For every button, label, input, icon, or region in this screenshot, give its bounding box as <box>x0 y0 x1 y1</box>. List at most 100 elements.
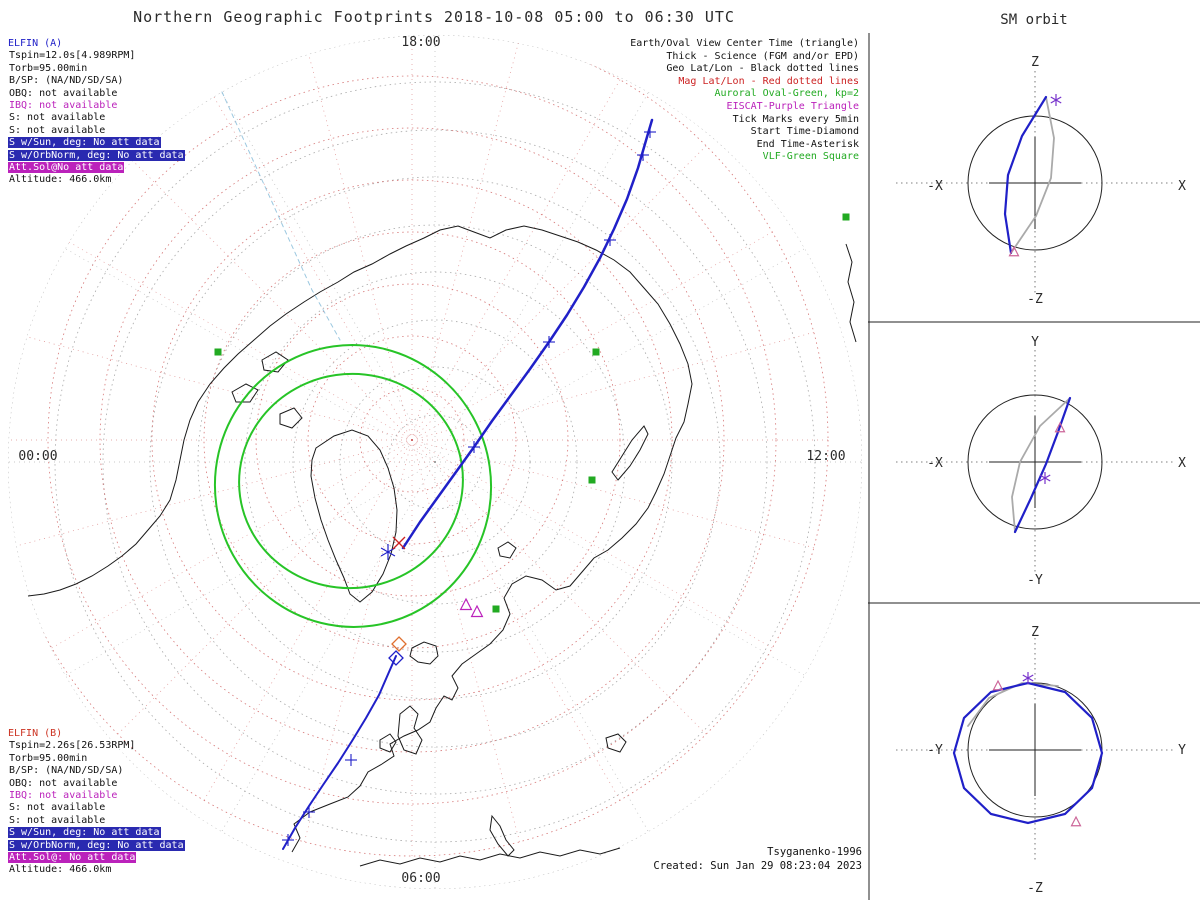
text-line: Tspin=2.26s[26.53RPM] <box>9 740 136 752</box>
coastline-arctic-ring <box>27 225 693 853</box>
triangle-marker <box>470 604 484 618</box>
created-timestamp: Created: Sun Jan 29 08:23:04 2023 <box>653 859 862 872</box>
square-marker <box>492 605 500 613</box>
orbit-farside <box>1011 397 1071 533</box>
mlt-clock-labels: 18:00 00:00 12:00 06:00 <box>18 35 845 886</box>
auroral-oval <box>213 344 493 628</box>
text-line: S: not available <box>9 112 106 124</box>
elfin-b-rows: Tspin=2.26s[26.53RPM] Torb=95.00min B/SP: … <box>8 740 185 876</box>
text-line: Torb=95.00min <box>9 752 88 764</box>
auroral-oval-ring <box>238 372 464 590</box>
square-marker <box>214 348 222 356</box>
tick-mark <box>637 149 649 161</box>
coastline-north-africa <box>359 847 621 867</box>
asterisk-marker <box>1050 94 1062 106</box>
coastline-svalbard <box>497 541 517 559</box>
tick-mark <box>303 806 315 818</box>
triangle-marker <box>1070 815 1082 827</box>
footer: Tsyganenko-1996 Created: Sun Jan 29 08:2… <box>578 846 862 873</box>
orbit-farside <box>1010 96 1055 254</box>
sm-orbit-panel-xz <box>896 71 1174 295</box>
coastline-iceland <box>409 641 439 665</box>
axis-label-p2-left: -X <box>927 456 943 471</box>
auroral-oval-ring <box>213 344 493 628</box>
clock-label: 12:00 <box>806 449 845 464</box>
triangle-marker <box>1008 245 1020 257</box>
text-line: Att.Sol@No att data <box>8 162 125 174</box>
text-line: OBQ: not available <box>9 87 118 99</box>
axis-label-p2-top: Y <box>1031 335 1039 350</box>
text-line: S: not available <box>9 814 106 826</box>
orbit-segment-dashed <box>221 91 341 341</box>
text-line: Mag Lat/Lon - Red dotted lines <box>678 75 859 87</box>
axis-label-p1-top: Z <box>1031 55 1039 70</box>
text-line: IBQ: not available <box>9 790 118 802</box>
asterisk-marker <box>1039 472 1051 484</box>
square-marker <box>592 348 600 356</box>
plot-title: Northern Geographic Footprints 2018-10-0… <box>133 8 735 26</box>
square-marker <box>842 213 850 221</box>
text-line: Tspin=12.0s[4.989RPM] <box>9 50 136 62</box>
diamond-marker <box>388 650 404 666</box>
coastline-italy <box>489 814 515 857</box>
text-line: B/SP: (NA/ND/SD/SA) <box>9 75 124 87</box>
sm-orbit-panel-yz <box>896 638 1174 862</box>
text-line: End Time-Asterisk <box>756 138 859 150</box>
tick-mark <box>282 834 294 846</box>
triangle-marker <box>459 597 473 611</box>
coastline-greenland <box>310 429 398 603</box>
tick-mark <box>345 754 357 766</box>
square-marker <box>588 476 596 484</box>
footprint-track-south <box>282 655 397 850</box>
orbit-nearside <box>952 681 1104 825</box>
elfin-a-info-block: ELFIN (A) Tspin=12.0s[4.989RPM] Torb=95.0… <box>8 38 185 187</box>
text-line: IBQ: not available <box>9 100 118 112</box>
footprint-track-north <box>401 118 654 550</box>
asterisk-marker <box>1022 672 1034 684</box>
coastline-ireland <box>379 733 397 753</box>
coastlines <box>27 225 857 867</box>
axis-label-p1-left: -X <box>927 179 943 194</box>
text-line: Start Time-Diamond <box>750 126 859 138</box>
orbit-nearside <box>1003 95 1048 255</box>
orbit-nearside <box>1013 396 1072 534</box>
text-line: Altitude: 466.0km <box>9 174 112 186</box>
text-line: B/SP: (NA/ND/SD/SA) <box>9 765 124 777</box>
text-line: Torb=95.00min <box>9 62 88 74</box>
station-and-time-markers <box>214 213 850 666</box>
earth-circle <box>967 394 1103 530</box>
sm-orbit-canvas: Z -Z -X X Y -Y -X X Z -Z -Y Y <box>868 33 1200 900</box>
text-line: Att.Sol@: No att data <box>8 852 137 864</box>
axis-label-p3-bottom: -Z <box>1027 881 1043 896</box>
footprint-map-canvas: 18:00 00:00 12:00 06:00 <box>8 35 862 889</box>
tick-mark <box>543 336 555 348</box>
axis-label-p1-right: X <box>1178 179 1186 194</box>
text-line: Altitude: 466.0km <box>9 864 112 876</box>
diamond-marker <box>391 636 407 652</box>
clock-label: 00:00 <box>18 449 57 464</box>
orbit-farside <box>967 682 1059 727</box>
sm-orbit-panel-xy <box>896 350 1174 574</box>
elfin-a-title: ELFIN (A) <box>8 38 63 49</box>
x-marker <box>392 536 406 550</box>
elfin-a-rows: Tspin=12.0s[4.989RPM] Torb=95.00min B/SP: … <box>8 50 185 186</box>
axis-label-p3-right: Y <box>1178 743 1186 758</box>
coastline-canadian-islands <box>231 351 303 429</box>
footprint-tracks <box>221 91 656 850</box>
text-line: S w/Sun, deg: No att data <box>8 137 161 149</box>
text-line: Tick Marks every 5min <box>732 113 859 125</box>
tick-mark <box>644 126 656 138</box>
axis-label-p2-bottom: -Y <box>1027 573 1043 588</box>
text-line: Auroral Oval-Green, kp=2 <box>714 88 860 100</box>
text-line: Thick - Science (FGM and/or EPD) <box>666 50 859 62</box>
geographic-grid <box>8 35 862 889</box>
coastline-novaya-zemlya <box>611 425 649 481</box>
axis-label-p1-bottom: -Z <box>1027 292 1043 307</box>
map-legend: Earth/Oval View Center Time (triangle) Th… <box>520 38 860 164</box>
text-line: S w/Sun, deg: No att data <box>8 827 161 839</box>
coastline-pacific-edge <box>845 243 857 343</box>
text-line: EISCAT-Purple Triangle <box>726 100 859 112</box>
magnetic-grid <box>8 35 829 857</box>
text-line: S w/OrbNorm, deg: No att data <box>8 839 185 851</box>
